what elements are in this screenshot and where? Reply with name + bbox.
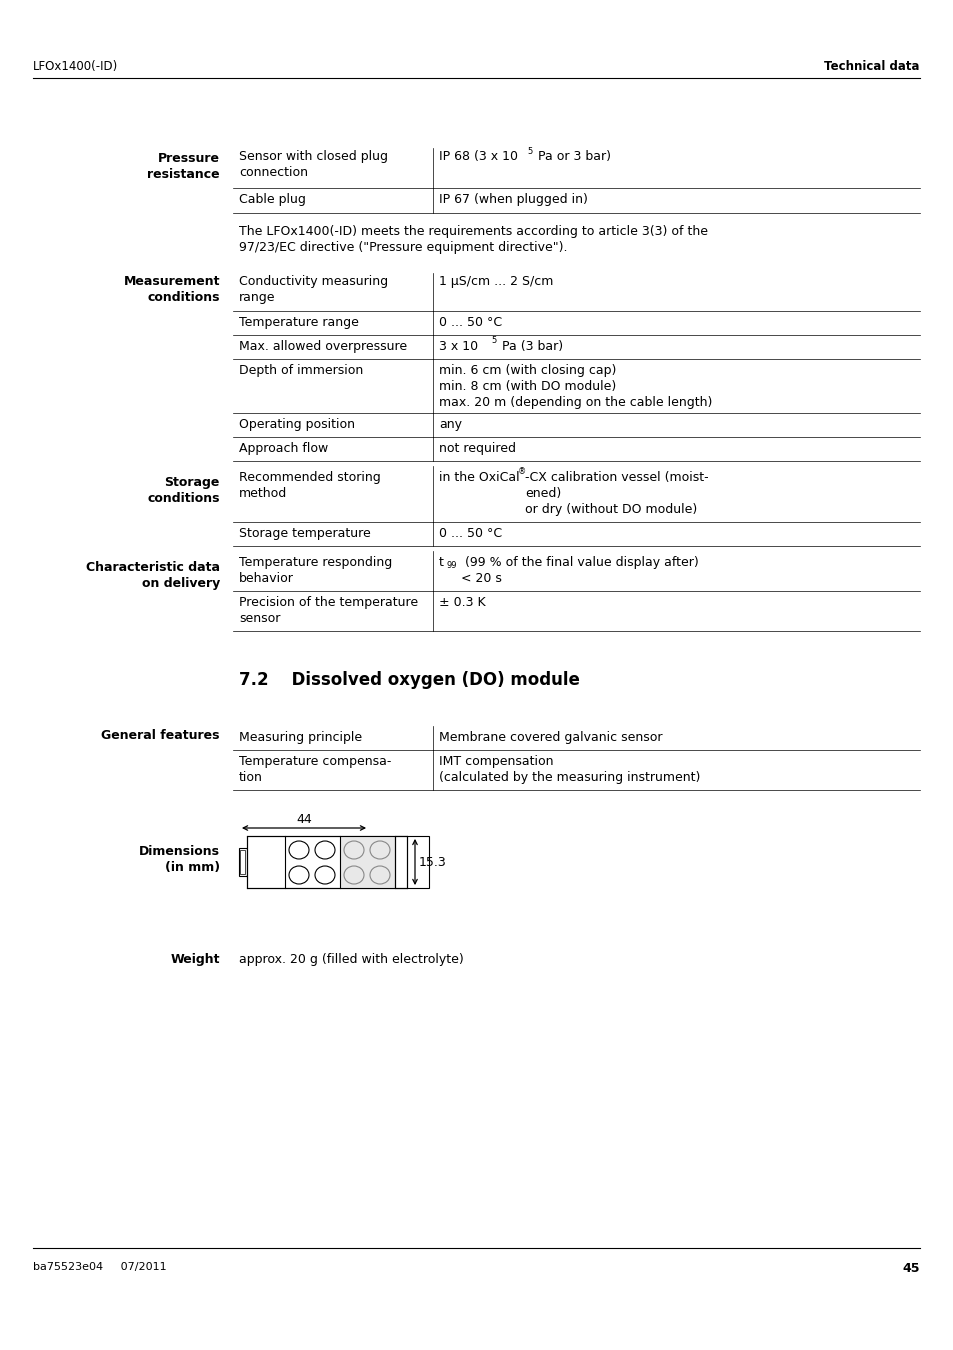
Text: Conductivity measuring
range: Conductivity measuring range [239,275,388,304]
Bar [395,836,407,888]
Text: Operating position: Operating position [239,418,355,431]
Text: IP 68 (3 x 10: IP 68 (3 x 10 [438,150,517,163]
Text: Cable plug: Cable plug [239,193,306,207]
Ellipse shape [370,865,390,884]
Text: Sensor with closed plug
connection: Sensor with closed plug connection [239,150,388,180]
Text: 0 ... 50 °C: 0 ... 50 °C [438,526,501,540]
Text: Measurement
conditions: Measurement conditions [123,275,220,304]
Text: any: any [438,418,461,431]
Text: (99 % of the final value display after)
< 20 s: (99 % of the final value display after) … [460,556,698,585]
Text: Pa or 3 bar): Pa or 3 bar) [534,150,610,163]
Text: Precision of the temperature
sensor: Precision of the temperature sensor [239,595,417,625]
Text: min. 6 cm (with closing cap)
min. 8 cm (with DO module)
max. 20 m (depending on : min. 6 cm (with closing cap) min. 8 cm (… [438,364,712,409]
Text: in the OxiCal: in the OxiCal [438,471,519,485]
Text: 3 x 10: 3 x 10 [438,340,477,352]
Text: Approach flow: Approach flow [239,441,328,455]
Bar [240,850,245,873]
Text: 7.2    Dissolved oxygen (DO) module: 7.2 Dissolved oxygen (DO) module [239,671,579,689]
Text: Depth of immersion: Depth of immersion [239,364,363,377]
Text: Temperature range: Temperature range [239,316,358,329]
Text: not required: not required [438,441,516,455]
Text: Measuring principle: Measuring principle [239,730,362,744]
Text: t: t [438,556,443,568]
Text: ± 0.3 K: ± 0.3 K [438,595,485,609]
Ellipse shape [314,841,335,859]
Ellipse shape [344,865,364,884]
Text: Recommended storing
method: Recommended storing method [239,471,380,500]
Text: Max. allowed overpressure: Max. allowed overpressure [239,340,407,352]
Text: Storage temperature: Storage temperature [239,526,371,540]
Bar [247,836,429,888]
Text: General features: General features [101,729,220,742]
Text: Pressure
resistance: Pressure resistance [147,153,220,181]
Text: Temperature responding
behavior: Temperature responding behavior [239,556,392,585]
Ellipse shape [370,841,390,859]
Text: IP 67 (when plugged in): IP 67 (when plugged in) [438,193,587,207]
Text: 44: 44 [295,813,312,826]
Ellipse shape [314,865,335,884]
Text: 45: 45 [902,1262,919,1274]
Text: ba75523e04     07/2011: ba75523e04 07/2011 [33,1262,167,1272]
Text: 1 μS/cm ... 2 S/cm: 1 μS/cm ... 2 S/cm [438,275,553,288]
Text: LFOx1400(-ID): LFOx1400(-ID) [33,59,118,73]
Text: The LFOx1400(-ID) meets the requirements according to article 3(3) of the
97/23/: The LFOx1400(-ID) meets the requirements… [239,225,707,254]
Text: Storage
conditions: Storage conditions [148,477,220,505]
Text: 15.3: 15.3 [418,856,446,868]
Text: Characteristic data
on delivery: Characteristic data on delivery [86,562,220,590]
Text: Dimensions
(in mm): Dimensions (in mm) [139,845,220,873]
Bar [239,848,247,876]
Ellipse shape [289,841,309,859]
Text: 0 ... 50 °C: 0 ... 50 °C [438,316,501,329]
Ellipse shape [289,865,309,884]
Text: Pa (3 bar): Pa (3 bar) [497,340,562,352]
Text: ®: ® [517,467,526,477]
Text: 99: 99 [447,562,457,570]
Text: Technical data: Technical data [823,59,919,73]
Ellipse shape [344,841,364,859]
Text: IMT compensation
(calculated by the measuring instrument): IMT compensation (calculated by the meas… [438,755,700,784]
Text: Weight: Weight [171,953,220,967]
Text: 5: 5 [491,336,496,346]
Bar [339,836,395,888]
Text: 5: 5 [526,147,532,157]
Text: Membrane covered galvanic sensor: Membrane covered galvanic sensor [438,730,661,744]
Text: approx. 20 g (filled with electrolyte): approx. 20 g (filled with electrolyte) [239,953,463,967]
Text: Temperature compensa-
tion: Temperature compensa- tion [239,755,391,784]
Text: -CX calibration vessel (moist-
ened)
or dry (without DO module): -CX calibration vessel (moist- ened) or … [524,471,708,516]
